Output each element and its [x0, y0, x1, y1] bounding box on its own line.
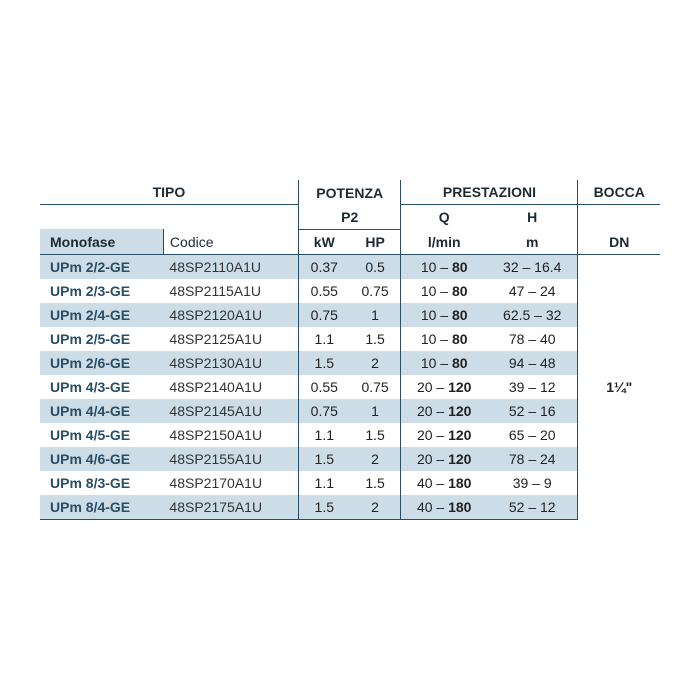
cell-hp: 1.5	[350, 423, 401, 447]
cell-hp: 2	[350, 447, 401, 471]
cell-kw: 0.75	[298, 399, 349, 423]
cell-code: 48SP2175A1U	[163, 495, 298, 520]
hdr-bocca: BOCCA	[578, 180, 660, 205]
cell-hp: 1	[350, 303, 401, 327]
hdr-potenza: POTENZA	[298, 180, 401, 205]
cell-h: 78 – 40	[487, 327, 578, 351]
cell-h: 39 – 12	[487, 375, 578, 399]
cell-q: 40 – 180	[401, 471, 487, 495]
table-row: UPm 4/4-GE48SP2145A1U0.75120 – 12052 – 1…	[40, 399, 660, 423]
cell-hp: 1.5	[350, 471, 401, 495]
cell-code: 48SP2130A1U	[163, 351, 298, 375]
hdr-tipo: TIPO	[40, 180, 298, 205]
cell-model: UPm 2/4-GE	[40, 303, 163, 327]
cell-model: UPm 8/4-GE	[40, 495, 163, 520]
hdr-h: H	[487, 205, 578, 230]
cell-model: UPm 8/3-GE	[40, 471, 163, 495]
cell-kw: 1.1	[298, 327, 349, 351]
cell-h: 94 – 48	[487, 351, 578, 375]
hdr-hp: HP	[350, 229, 401, 254]
cell-hp: 0.75	[350, 375, 401, 399]
cell-kw: 0.75	[298, 303, 349, 327]
cell-h: 32 – 16.4	[487, 254, 578, 279]
cell-q: 20 – 120	[401, 447, 487, 471]
table-row: UPm 2/6-GE48SP2130A1U1.5210 – 8094 – 48	[40, 351, 660, 375]
cell-bocca: 1¼"	[578, 254, 660, 519]
cell-model: UPm 2/3-GE	[40, 279, 163, 303]
cell-hp: 0.5	[350, 254, 401, 279]
hdr-prestazioni: PRESTAZIONI	[401, 180, 578, 205]
cell-hp: 0.75	[350, 279, 401, 303]
cell-kw: 1.5	[298, 495, 349, 520]
spec-table: TIPO POTENZA PRESTAZIONI BOCCA P2 Q H Mo…	[40, 180, 660, 520]
cell-model: UPm 4/6-GE	[40, 447, 163, 471]
cell-kw: 0.37	[298, 254, 349, 279]
table-row: UPm 2/3-GE48SP2115A1U0.550.7510 – 8047 –…	[40, 279, 660, 303]
cell-hp: 1	[350, 399, 401, 423]
cell-code: 48SP2125A1U	[163, 327, 298, 351]
cell-h: 39 – 9	[487, 471, 578, 495]
cell-q: 40 – 180	[401, 495, 487, 520]
cell-kw: 1.1	[298, 423, 349, 447]
cell-model: UPm 2/6-GE	[40, 351, 163, 375]
table-row: UPm 8/3-GE48SP2170A1U1.11.540 – 18039 – …	[40, 471, 660, 495]
cell-hp: 1.5	[350, 327, 401, 351]
cell-model: UPm 4/4-GE	[40, 399, 163, 423]
cell-code: 48SP2115A1U	[163, 279, 298, 303]
cell-model: UPm 2/2-GE	[40, 254, 163, 279]
table-row: UPm 4/6-GE48SP2155A1U1.5220 – 12078 – 24	[40, 447, 660, 471]
cell-code: 48SP2120A1U	[163, 303, 298, 327]
cell-kw: 0.55	[298, 279, 349, 303]
header-row-1: TIPO POTENZA PRESTAZIONI BOCCA	[40, 180, 660, 205]
cell-code: 48SP2110A1U	[163, 254, 298, 279]
cell-q: 20 – 120	[401, 399, 487, 423]
cell-q: 10 – 80	[401, 254, 487, 279]
cell-model: UPm 4/3-GE	[40, 375, 163, 399]
cell-h: 52 – 16	[487, 399, 578, 423]
header-row-3: Monofase Codice kW HP l/min m DN	[40, 229, 660, 254]
hdr-dn: DN	[578, 229, 660, 254]
cell-hp: 2	[350, 351, 401, 375]
cell-q: 20 – 120	[401, 375, 487, 399]
cell-kw: 1.5	[298, 351, 349, 375]
cell-code: 48SP2155A1U	[163, 447, 298, 471]
cell-code: 48SP2150A1U	[163, 423, 298, 447]
cell-q: 10 – 80	[401, 351, 487, 375]
cell-h: 62.5 – 32	[487, 303, 578, 327]
cell-model: UPm 2/5-GE	[40, 327, 163, 351]
cell-code: 48SP2140A1U	[163, 375, 298, 399]
cell-hp: 2	[350, 495, 401, 520]
hdr-lmin: l/min	[401, 229, 487, 254]
cell-code: 48SP2145A1U	[163, 399, 298, 423]
hdr-m: m	[487, 229, 578, 254]
hdr-monofase: Monofase	[40, 229, 163, 254]
table-row: UPm 2/4-GE48SP2120A1U0.75110 – 8062.5 – …	[40, 303, 660, 327]
table-row: UPm 2/2-GE48SP2110A1U0.370.510 – 8032 – …	[40, 254, 660, 279]
table-row: UPm 4/5-GE48SP2150A1U1.11.520 – 12065 – …	[40, 423, 660, 447]
table-row: UPm 4/3-GE48SP2140A1U0.550.7520 – 12039 …	[40, 375, 660, 399]
cell-q: 10 – 80	[401, 303, 487, 327]
cell-q: 10 – 80	[401, 279, 487, 303]
hdr-codice: Codice	[163, 229, 298, 254]
hdr-kw: kW	[298, 229, 349, 254]
cell-q: 20 – 120	[401, 423, 487, 447]
cell-kw: 1.5	[298, 447, 349, 471]
table-row: UPm 8/4-GE48SP2175A1U1.5240 – 18052 – 12	[40, 495, 660, 520]
cell-q: 10 – 80	[401, 327, 487, 351]
hdr-q: Q	[401, 205, 487, 230]
table-row: UPm 2/5-GE48SP2125A1U1.11.510 – 8078 – 4…	[40, 327, 660, 351]
header-row-2: P2 Q H	[40, 205, 660, 230]
cell-code: 48SP2170A1U	[163, 471, 298, 495]
cell-h: 52 – 12	[487, 495, 578, 520]
spec-table-container: TIPO POTENZA PRESTAZIONI BOCCA P2 Q H Mo…	[40, 180, 660, 520]
table-body: UPm 2/2-GE48SP2110A1U0.370.510 – 8032 – …	[40, 254, 660, 519]
cell-h: 65 – 20	[487, 423, 578, 447]
cell-kw: 1.1	[298, 471, 349, 495]
cell-h: 78 – 24	[487, 447, 578, 471]
cell-kw: 0.55	[298, 375, 349, 399]
cell-model: UPm 4/5-GE	[40, 423, 163, 447]
cell-h: 47 – 24	[487, 279, 578, 303]
hdr-p2: P2	[298, 205, 401, 230]
